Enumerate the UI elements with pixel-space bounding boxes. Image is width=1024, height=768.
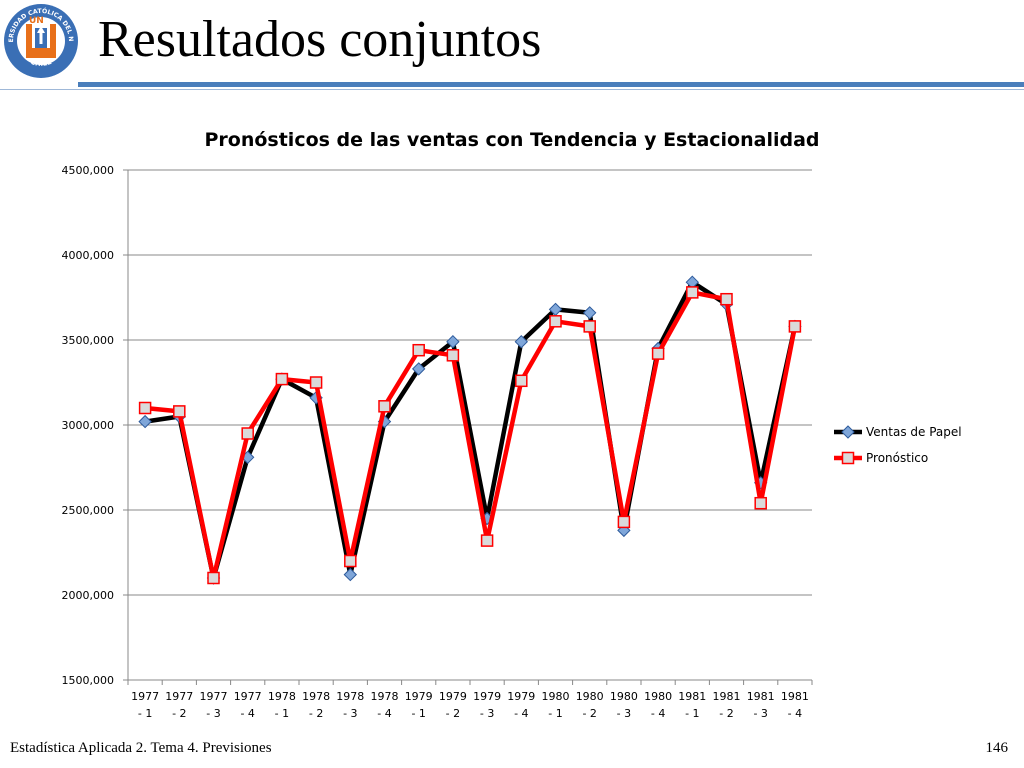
data-point bbox=[378, 400, 391, 413]
footer-course: Estadística Aplicada 2. Tema 4. Previsio… bbox=[10, 740, 272, 756]
x-tick-label: 1979- 1 bbox=[405, 690, 433, 720]
x-tick-label: 1980- 4 bbox=[644, 690, 672, 720]
data-point bbox=[446, 349, 460, 362]
x-tick-label: 1981- 1 bbox=[678, 690, 706, 720]
data-point bbox=[686, 286, 699, 299]
series-1 bbox=[138, 286, 802, 585]
y-tick-label: 3000,000 bbox=[62, 419, 115, 432]
x-tick-label: 1977- 3 bbox=[200, 690, 228, 720]
y-tick-label: 2500,000 bbox=[62, 504, 115, 517]
x-tick-label: 1978- 3 bbox=[336, 690, 364, 720]
x-tick-label: 1977- 2 bbox=[165, 690, 193, 720]
data-point bbox=[138, 401, 152, 415]
data-point bbox=[344, 554, 357, 568]
logo-letters: UN bbox=[29, 16, 44, 26]
data-point bbox=[754, 496, 767, 510]
data-point bbox=[583, 320, 596, 333]
x-tick-label: 1981- 3 bbox=[747, 690, 775, 720]
data-point bbox=[343, 567, 358, 582]
y-tick-label: 2000,000 bbox=[62, 589, 115, 602]
title-divider-thin bbox=[0, 89, 1024, 90]
svg-text:CHILE: CHILE bbox=[29, 58, 53, 68]
slide-title: Resultados conjuntos bbox=[98, 11, 542, 68]
data-point bbox=[138, 414, 152, 429]
university-logo: UNIVERSIDAD CATÓLICA DEL NORTE CHILE UN bbox=[2, 2, 78, 78]
sales-forecast-chart: Pronósticos de las ventas con Tendencia … bbox=[62, 129, 962, 720]
x-tick-label: 1980- 3 bbox=[610, 690, 638, 720]
legend-marker bbox=[841, 451, 855, 465]
data-point bbox=[275, 372, 289, 386]
data-point bbox=[549, 315, 562, 328]
data-point bbox=[617, 515, 631, 529]
data-point bbox=[446, 334, 460, 349]
data-point bbox=[651, 347, 665, 360]
x-tick-label: 1978- 1 bbox=[268, 690, 296, 720]
x-tick-label: 1978- 4 bbox=[371, 690, 399, 720]
x-tick-label: 1977- 1 bbox=[131, 690, 159, 720]
x-tick-label: 1978- 2 bbox=[302, 690, 330, 720]
data-point bbox=[411, 362, 426, 376]
y-tick-label: 3500,000 bbox=[62, 334, 115, 347]
y-tick-label: 4500,000 bbox=[62, 164, 115, 177]
series-0 bbox=[138, 275, 802, 585]
y-tick-label: 4000,000 bbox=[62, 249, 115, 262]
data-point bbox=[788, 320, 802, 333]
data-point bbox=[207, 571, 220, 585]
logo-country-text: CHILE bbox=[29, 58, 53, 68]
x-tick-label: 1980- 2 bbox=[576, 690, 604, 720]
legend-marker bbox=[841, 425, 855, 439]
x-tick-label: 1981- 4 bbox=[781, 690, 809, 720]
x-tick-label: 1977- 4 bbox=[234, 690, 262, 720]
chart-title: Pronósticos de las ventas con Tendencia … bbox=[204, 129, 819, 151]
legend-label: Pronóstico bbox=[866, 451, 928, 465]
x-tick-label: 1981- 2 bbox=[713, 690, 741, 720]
data-point bbox=[309, 376, 323, 389]
y-tick-label: 1500,000 bbox=[62, 674, 115, 687]
legend-label: Ventas de Papel bbox=[866, 425, 962, 439]
legend-entry: Pronóstico bbox=[834, 451, 928, 465]
data-point bbox=[480, 534, 494, 547]
series-line bbox=[144, 290, 798, 581]
x-tick-label: 1979- 4 bbox=[507, 690, 535, 720]
legend-entry: Ventas de Papel bbox=[834, 425, 962, 439]
data-point bbox=[412, 343, 425, 357]
x-tick-label: 1979- 3 bbox=[473, 690, 501, 720]
data-point bbox=[582, 306, 597, 320]
data-point bbox=[241, 427, 254, 440]
x-tick-label: 1979- 2 bbox=[439, 690, 467, 720]
data-point bbox=[720, 292, 733, 306]
x-tick-label: 1980- 1 bbox=[542, 690, 570, 720]
data-point bbox=[173, 405, 186, 418]
page-number: 146 bbox=[985, 740, 1009, 756]
data-point bbox=[514, 334, 529, 349]
title-divider bbox=[78, 82, 1024, 87]
data-point bbox=[515, 374, 528, 388]
